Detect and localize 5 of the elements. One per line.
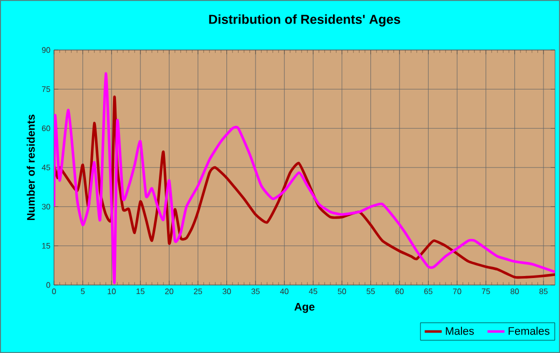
y-axis-title: Number of residents — [26, 114, 35, 220]
legend-label: Males — [446, 326, 474, 335]
x-axis-title: Age — [294, 303, 314, 313]
chart-title: Distribution of Residents' Ages — [209, 14, 400, 27]
legend-label: Females — [508, 326, 550, 335]
